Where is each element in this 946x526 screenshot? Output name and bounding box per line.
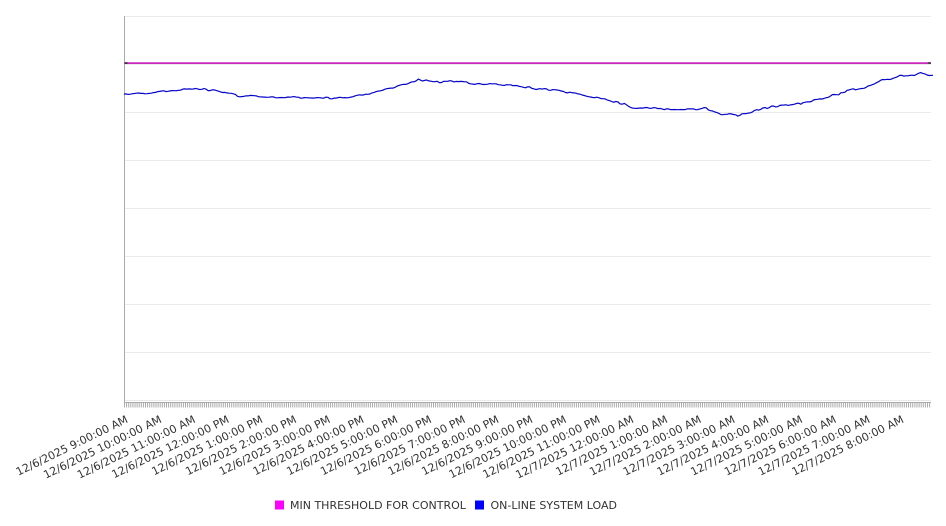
svg-text:ON-LINE SYSTEM LOAD: ON-LINE SYSTEM LOAD <box>491 499 617 512</box>
svg-text:MIN THRESHOLD FOR CONTROL: MIN THRESHOLD FOR CONTROL <box>290 499 467 512</box>
